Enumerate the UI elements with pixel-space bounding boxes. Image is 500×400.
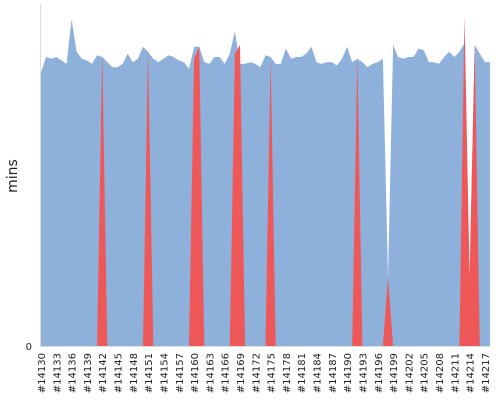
x-tick-label: #14166 xyxy=(221,353,232,393)
x-tick-label: #14145 xyxy=(114,353,125,393)
x-tick-label: #14214 xyxy=(466,353,477,393)
x-tick-label: #14202 xyxy=(404,353,415,393)
x-tick-label: #14154 xyxy=(160,353,171,393)
x-tick-label: #14193 xyxy=(358,353,369,393)
x-tick-label: #14157 xyxy=(175,353,186,393)
y-tick-layer: 0 xyxy=(26,342,32,353)
x-tick-label: #14208 xyxy=(435,353,446,393)
x-tick-label: #14199 xyxy=(389,353,400,393)
x-tick-label: #14175 xyxy=(267,353,278,393)
x-tick-label: #14181 xyxy=(297,353,308,393)
x-tick-label: #14160 xyxy=(190,353,201,393)
x-tick-layer: #14130 #14133 #14136 #14139 #14142 #14145 #141… xyxy=(37,353,492,393)
x-tick-label: #14172 xyxy=(251,353,262,393)
series-0-area xyxy=(41,19,490,347)
x-tick-label: #14178 xyxy=(282,353,293,393)
x-tick-label: #14139 xyxy=(83,353,94,393)
x-tick-label: #14163 xyxy=(205,353,216,393)
x-tick-label: #14169 xyxy=(236,353,247,393)
x-tick-label: #14142 xyxy=(98,353,109,393)
x-tick-label: #14187 xyxy=(328,353,339,393)
x-tick-label: #14130 xyxy=(37,353,48,393)
series-layer xyxy=(41,16,490,347)
x-tick-label: #14133 xyxy=(52,353,63,393)
x-tick-label: #14148 xyxy=(129,353,140,393)
x-tick-label: #14211 xyxy=(450,353,461,393)
x-tick-label: #14151 xyxy=(144,353,155,393)
y-tick-label: 0 xyxy=(26,342,32,353)
y-axis-title: mins xyxy=(5,159,21,193)
x-tick-label: #14190 xyxy=(343,353,354,393)
x-tick-label: #14196 xyxy=(374,353,385,393)
x-tick-label: #14136 xyxy=(68,353,79,393)
x-tick-label: #14184 xyxy=(313,353,324,393)
x-tick-label: #14217 xyxy=(481,353,492,393)
x-tick-label: #14205 xyxy=(420,353,431,393)
